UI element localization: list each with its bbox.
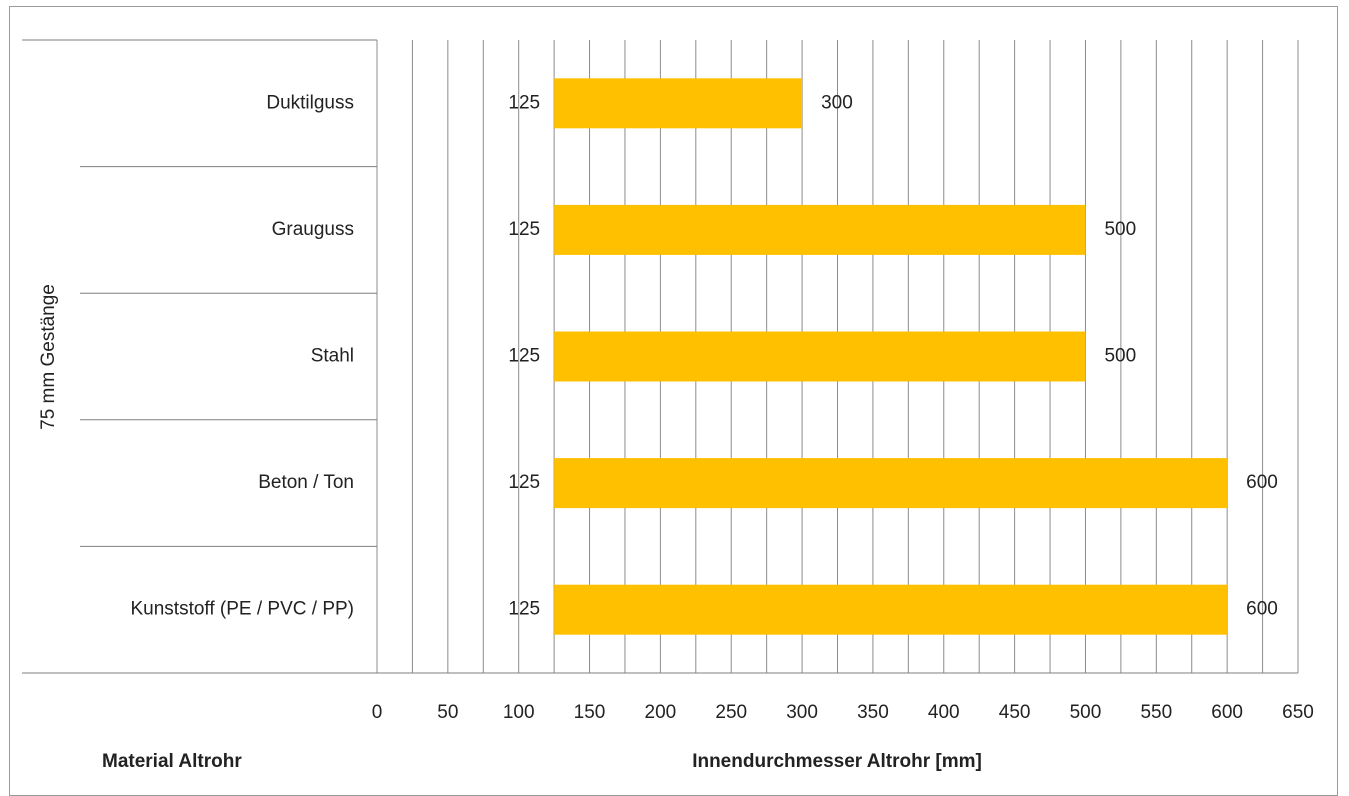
bar (554, 458, 1228, 509)
x-tick-label: 0 (372, 702, 383, 723)
bar-value-label: 500 (1104, 346, 1136, 367)
category-label: Beton / Ton (258, 472, 354, 493)
offset-value-label: 125 (508, 219, 540, 240)
bar-value-label: 600 (1246, 599, 1278, 620)
category-label: Kunststoff (PE / PVC / PP) (130, 599, 354, 620)
bars (554, 78, 1228, 635)
x-tick-label: 150 (574, 702, 606, 723)
offset-value-label: 125 (508, 92, 540, 113)
x-tick-label: 200 (645, 702, 677, 723)
bar (554, 78, 803, 129)
x-tick-label: 100 (503, 702, 535, 723)
chart-frame (9, 6, 1338, 796)
x-tick-label: 300 (786, 702, 818, 723)
group-label: 75 mm Gestänge (38, 284, 59, 430)
bar (554, 584, 1228, 635)
x-tick-label: 600 (1211, 702, 1243, 723)
x-tick-label: 400 (928, 702, 960, 723)
x-tick-label: 500 (1070, 702, 1102, 723)
offset-value-label: 125 (508, 599, 540, 620)
offset-value-label: 125 (508, 346, 540, 367)
offset-value-label: 125 (508, 472, 540, 493)
labels: 0 50 100 150 200 250 300 350 400 450 500 550 600 650 D… (130, 92, 1313, 723)
x-tick-label: 350 (857, 702, 889, 723)
bar (554, 331, 1086, 382)
bar-value-label: 300 (821, 92, 853, 113)
bar-value-label: 500 (1104, 219, 1136, 240)
category-label: Duktilguss (266, 92, 354, 113)
bar-value-label: 600 (1246, 472, 1278, 493)
bar (554, 204, 1086, 255)
x-tick-label: 550 (1140, 702, 1172, 723)
category-label: Grauguss (272, 219, 354, 240)
category-separators (22, 39, 377, 547)
y-axis-title: Material Altrohr (102, 751, 242, 772)
x-tick-label: 450 (999, 702, 1031, 723)
x-tick-label: 250 (715, 702, 747, 723)
x-tick-label: 650 (1282, 702, 1314, 723)
category-label: Stahl (311, 346, 354, 367)
x-axis-title: Innendurchmesser Altrohr [mm] (692, 751, 982, 772)
x-tick-label: 50 (437, 702, 458, 723)
